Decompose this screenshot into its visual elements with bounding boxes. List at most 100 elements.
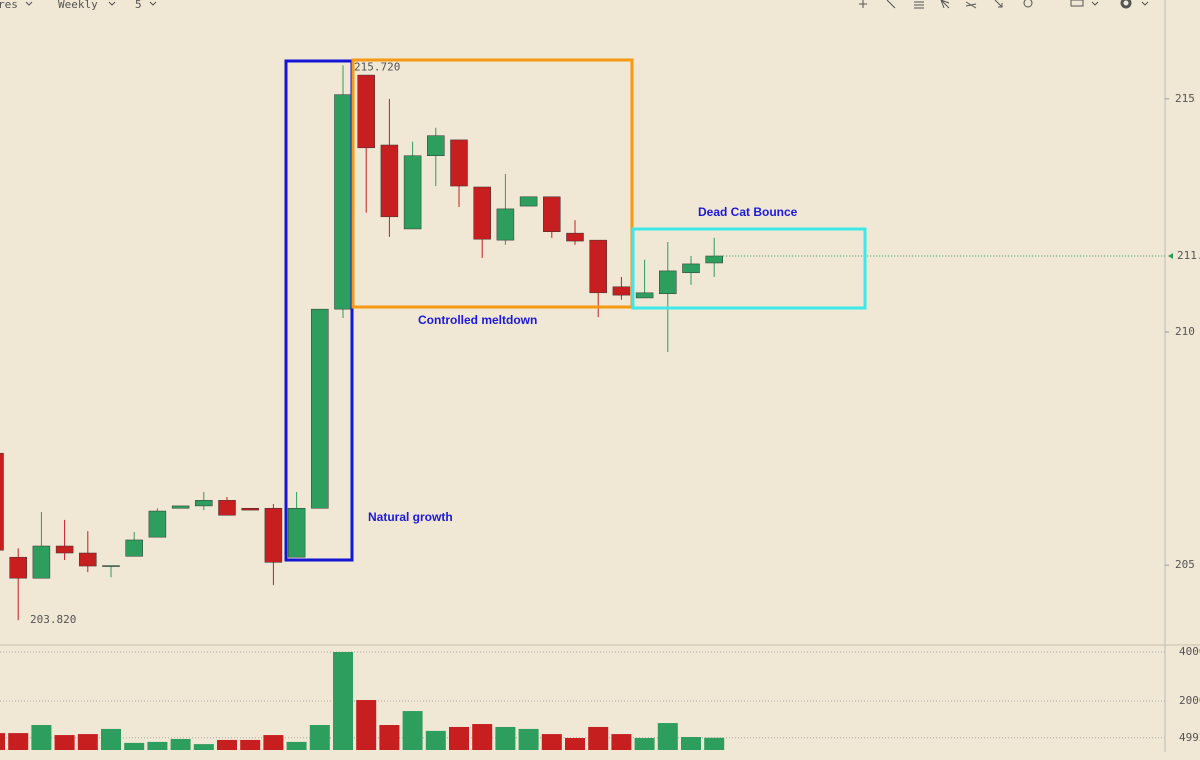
volume-bar [170,738,191,750]
candle-body [311,308,329,509]
chevron [25,1,33,6]
volume-bar [681,737,701,750]
candle-body [612,286,631,296]
candle-body [427,135,445,156]
candle-body [403,155,422,230]
candle-body [148,510,167,538]
volume-bar [634,737,655,750]
volume-bar [217,739,237,750]
candle-body [125,539,143,557]
volume-bar [101,728,121,750]
y-tick-label: 215 [1175,92,1195,105]
volume-tick-label: 4000 [1179,645,1200,658]
candle-body [519,196,538,207]
chevron [149,1,157,6]
candle-body [380,144,399,218]
volume-bar [77,734,98,750]
candle-body [496,208,515,241]
pitchfork-tool[interactable] [965,1,977,9]
volume-bar [356,700,377,750]
candle-body [9,556,27,579]
chevron [108,1,116,6]
volume-bar [402,711,423,750]
candle-body [450,139,468,187]
candle-body [264,507,283,563]
y-tick-label: 210 [1175,325,1195,338]
candle-body [79,552,97,567]
volume-bar [565,737,585,750]
volume-bar [657,723,678,750]
candle-body [0,452,4,551]
candle-body [102,565,120,567]
settings[interactable] [1120,0,1132,9]
candle-body [218,500,236,516]
symbol[interactable]: res [0,0,18,11]
last-price-label: 211. [1177,249,1200,262]
candle-body [287,507,306,558]
candle-body [32,545,51,579]
volume-bar [472,724,493,750]
interval[interactable]: Weekly [58,0,98,11]
candle-body [334,94,352,310]
annotation: Natural growth [368,510,453,524]
volume-bar [495,726,516,750]
fan-tool[interactable] [940,0,950,9]
volume-bar [193,744,214,750]
candle-body [357,74,375,149]
candle-body [635,292,654,299]
crosshair-tool[interactable] [859,0,867,8]
growth-box [284,59,354,562]
volume-bar [263,735,284,750]
bounce-box [631,227,867,310]
candle-body [589,239,607,294]
candle-body [543,196,561,232]
volume-bar [0,733,5,750]
fib-tool[interactable] [914,1,924,9]
volume-tick-label: 2000 [1179,694,1200,707]
annotation: Dead Cat Bounce [698,205,798,219]
candle-body [705,255,723,264]
y-tick-label: 205 [1175,558,1195,571]
candle-body [195,500,213,507]
annotation: Controlled meltdown [418,313,537,327]
candle-body [55,545,74,554]
volume-bar [31,725,52,750]
volume-bar [240,739,261,750]
volume-bar [425,730,446,750]
count[interactable]: 5 [135,0,142,11]
toolbar: res Weekly 5 [0,0,1149,11]
low-label: 203.820 [30,613,76,626]
volume-bar [541,734,562,750]
volume-bar [54,735,75,750]
candle-body [566,232,584,242]
keyboard-menu[interactable] [1070,0,1084,7]
candle-body [241,507,259,511]
line-tool[interactable] [886,0,896,9]
volume-bar [124,742,145,750]
arrow-tool[interactable] [994,0,1003,8]
volume-bar [518,728,539,750]
volume-bar [611,734,632,750]
volume-bar [588,726,609,750]
chevron [1141,1,1149,6]
last-price-marker [1168,252,1173,259]
candle-body [171,505,190,509]
volume-bar [379,725,400,750]
candle-body [473,186,491,240]
volume-bar [449,726,469,750]
volume-bar [333,652,353,750]
candle-body [659,270,677,295]
volume-bar [286,741,307,750]
chevron [1091,1,1099,6]
candle-body [682,263,700,274]
volume-bar [147,741,168,750]
meltdown-box [351,58,634,309]
shape-tool[interactable] [1023,0,1033,8]
volume-bar [8,733,29,750]
volume-bar [309,725,330,750]
high-label: 215.720 [354,60,400,73]
